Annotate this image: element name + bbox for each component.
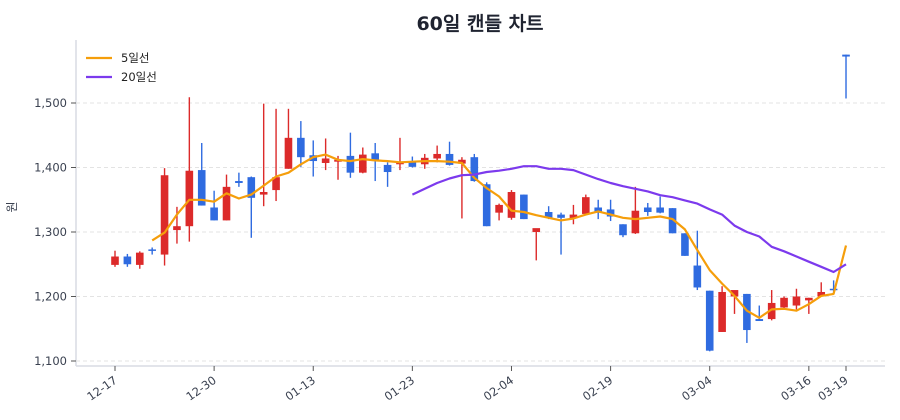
candle-body [321,158,330,163]
candle-body [222,186,231,221]
candle-body [718,291,726,332]
candle-body [557,214,565,218]
candle-body [284,137,293,169]
candle-body [111,256,119,265]
x-tick-label: 12-30 [183,373,218,404]
candle-body [606,209,615,217]
candle-body [160,175,169,255]
y-tick-label: 1,100 [34,354,67,368]
candle-body [594,207,603,213]
candle-body [185,170,194,227]
x-tick-label: 03-04 [679,373,714,404]
candle-body [532,228,541,232]
candle-body [631,210,640,234]
legend-ma5-label: 5일선 [121,51,149,65]
candle-body [135,252,144,265]
candle-body [433,153,441,159]
candle-body [346,155,355,173]
candle-body [210,207,218,221]
candle-body [730,290,739,297]
candle-body [619,224,627,236]
candle-body [767,302,776,320]
candle-body [259,192,268,195]
candle-body [842,54,850,57]
candle-body [383,164,392,173]
candle-body [755,319,764,322]
x-tick-label: 02-19 [580,373,615,404]
candle-body [681,233,689,256]
candle-body [780,297,788,308]
candle-body [235,181,243,183]
candle-body [569,214,578,219]
candle-body [743,293,751,331]
candle-body [705,290,714,351]
x-tick-label: 03-16 [778,373,813,404]
x-tick-label: 03-19 [815,373,850,404]
candle-body [544,212,553,218]
candle-body [371,153,379,162]
legend-ma20-label: 20일선 [121,70,157,84]
candle-body [693,265,702,288]
x-tick-label: 12-17 [84,373,119,404]
candle-body [520,194,528,220]
candle-body [643,207,652,213]
candle-body [792,296,801,306]
candle-body [656,207,664,213]
candle-body [247,177,256,198]
candle-body [197,170,206,206]
candle-body [805,297,813,301]
candle-body [668,208,677,234]
x-tick-label: 01-13 [283,373,318,404]
chart-title: 60일 캔들 차트 [416,13,544,35]
ma20-line [411,165,847,274]
candle-body [123,256,132,265]
candle-body [582,197,590,214]
candle-body [817,291,826,297]
candle-body [272,177,280,191]
y-tick-label: 1,400 [34,161,67,175]
candle-body [507,192,516,218]
x-tick-label: 02-04 [481,373,516,404]
y-axis-label: 원 [5,201,19,212]
candle-body [482,184,491,227]
candle-body [445,153,454,165]
candle-body [495,204,503,213]
candle-body [297,137,305,158]
candle-body [408,162,417,167]
ma5-line [151,153,848,319]
y-tick-label: 1,300 [34,225,67,239]
x-tick-label: 01-23 [382,373,417,404]
candle-body [359,154,367,173]
candle-body [148,249,156,251]
candle-body [458,159,466,164]
candle-body [470,157,479,182]
y-tick-label: 1,500 [34,96,67,110]
y-tick-label: 1,200 [34,290,67,304]
candle-body [173,226,181,231]
